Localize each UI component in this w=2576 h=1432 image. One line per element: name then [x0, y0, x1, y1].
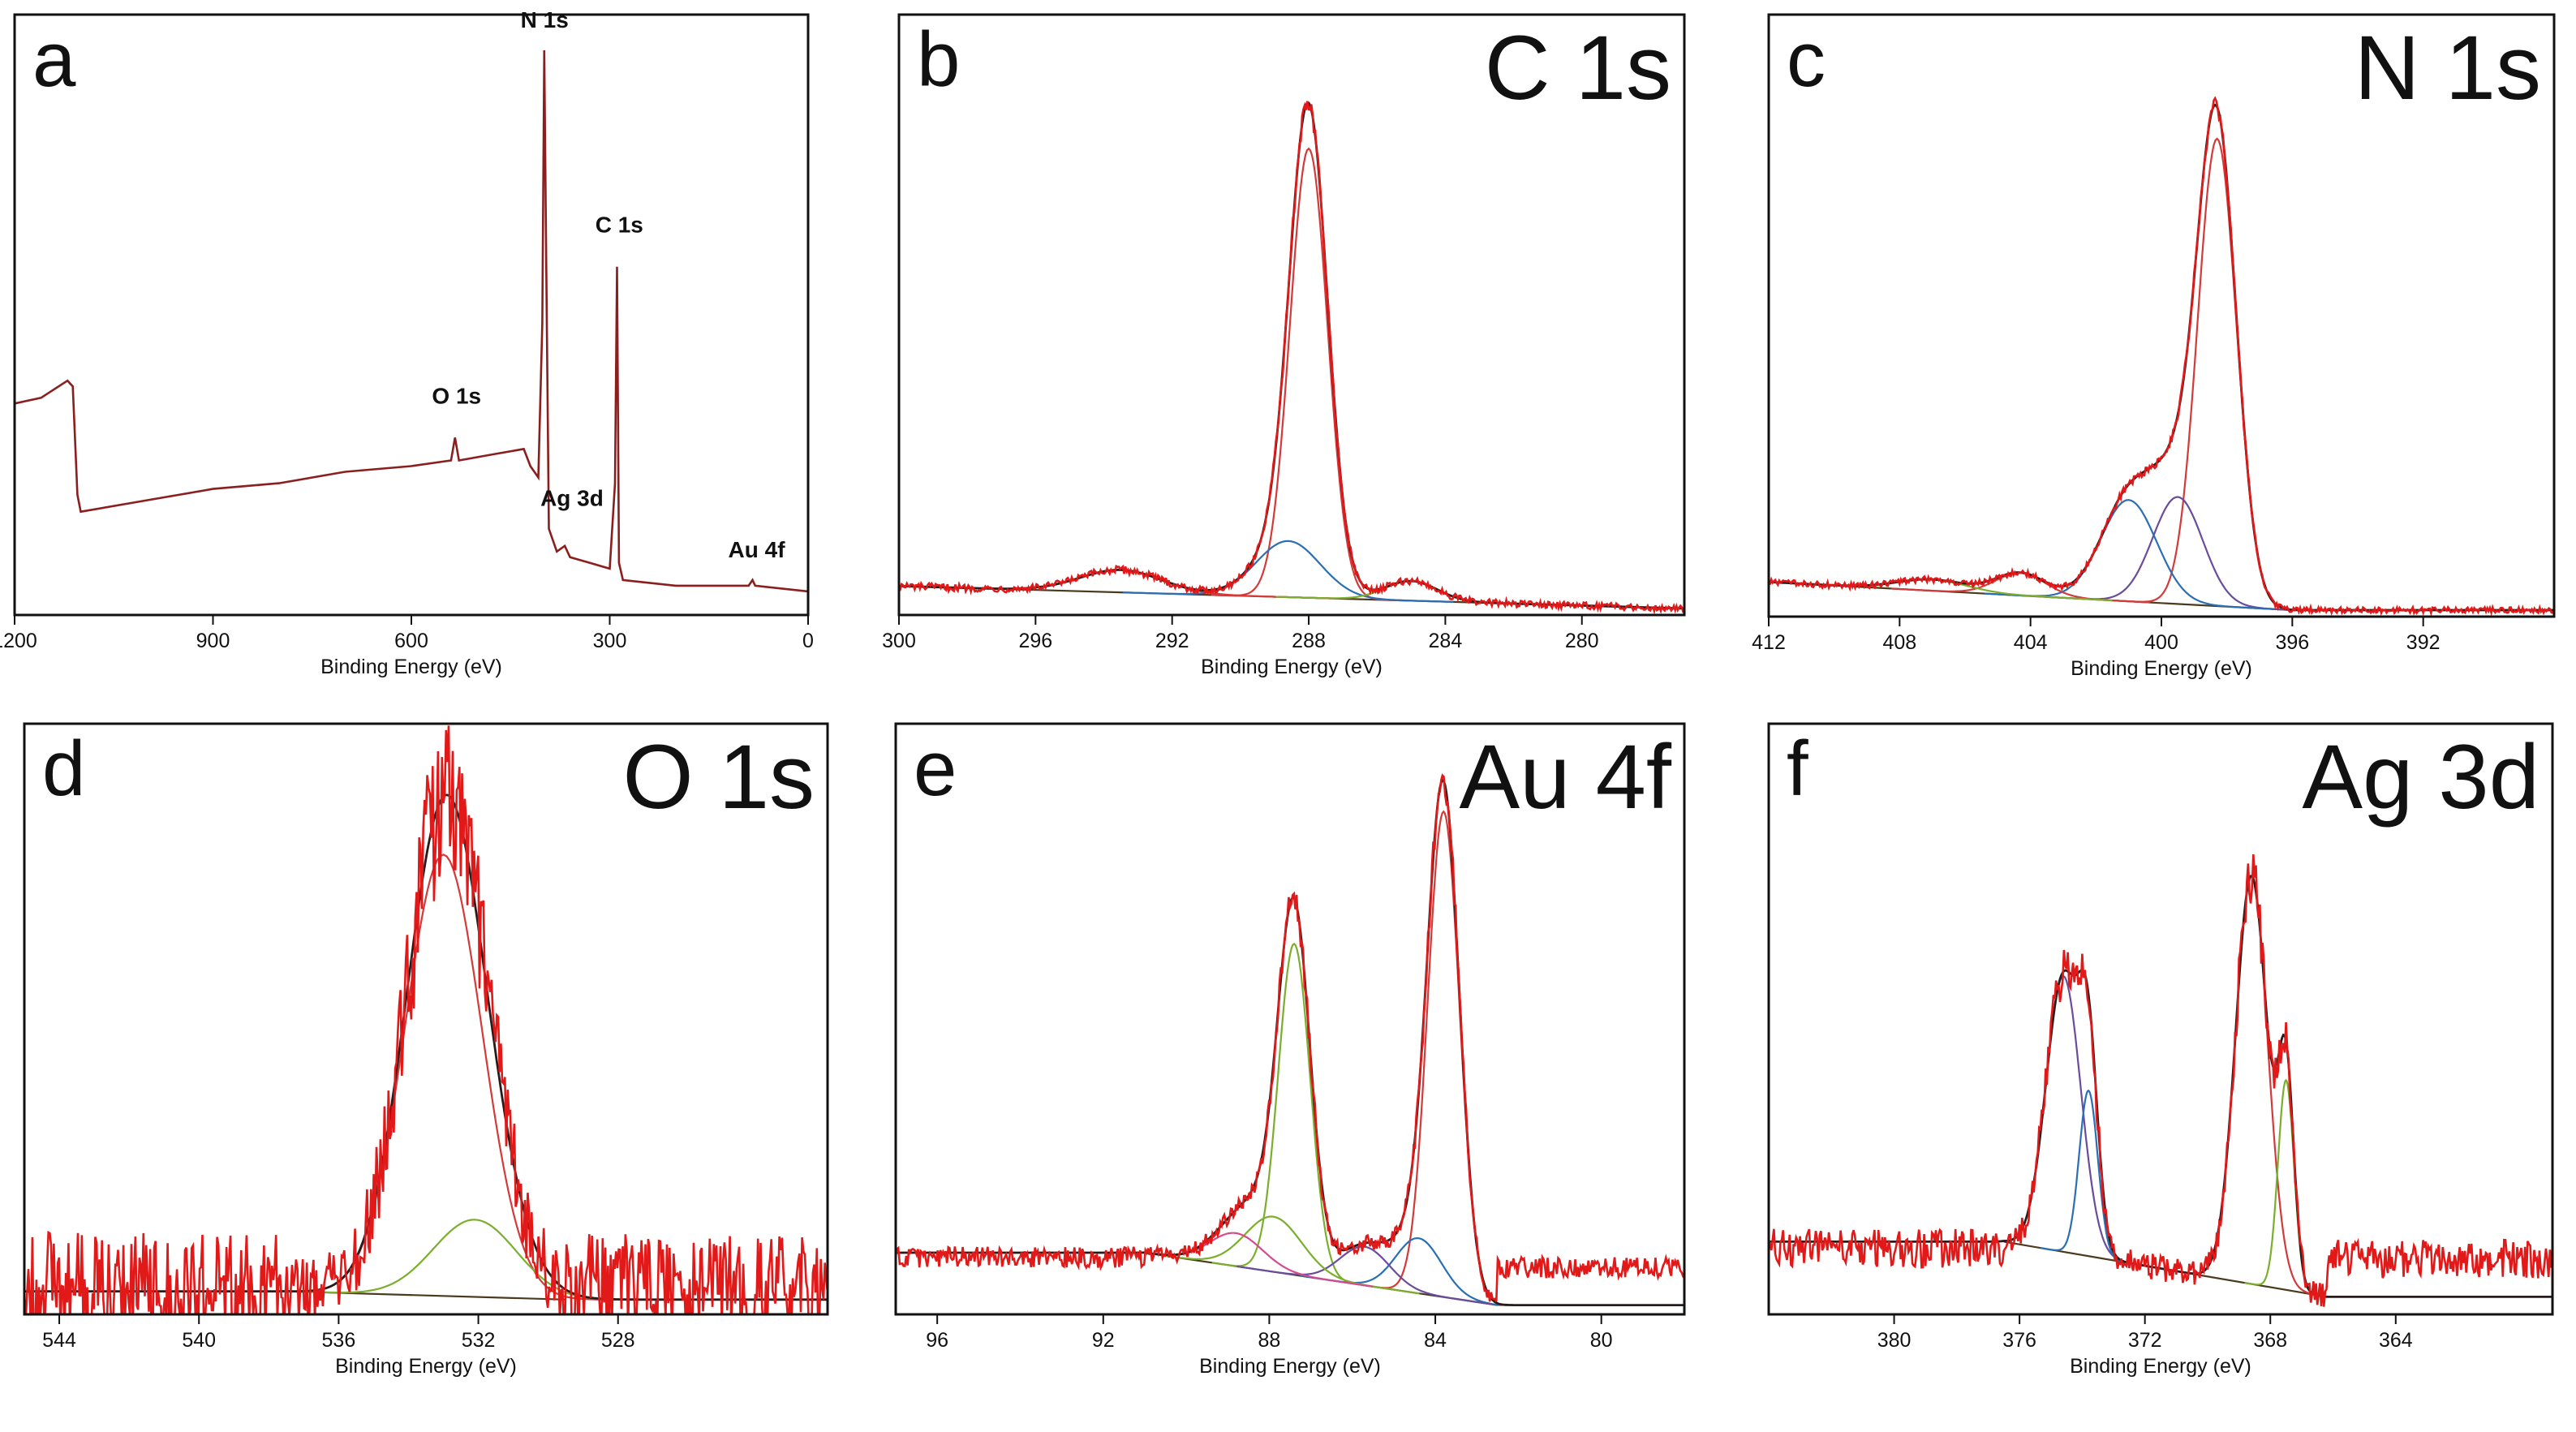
x-tick-label-380: 380 [1877, 1329, 1912, 1352]
component-peak-2 [2244, 1078, 2328, 1298]
component-peak-2 [1123, 540, 1454, 603]
x-tick-label-364: 364 [2379, 1329, 2413, 1352]
x-tick-label-404: 404 [2014, 631, 2048, 654]
panel-e: 96 92 88 84 80 Binding Energy (eV) e Au 4f [894, 722, 1686, 1378]
x-tick-label-536: 536 [322, 1329, 356, 1352]
peak-label-c-1s: C 1s [596, 213, 643, 238]
panel-letter-a: a [32, 16, 76, 103]
x-tick-label-600: 600 [394, 630, 428, 652]
peak-label-n-1s: N 1s [521, 7, 569, 32]
panel-title-e: Au 4f [1459, 726, 1671, 828]
component-peak-1 [243, 854, 643, 1301]
plot-area [15, 49, 808, 593]
peak-label-au-4f: Au 4f [729, 537, 786, 562]
component-peak-4 [1236, 1245, 1493, 1305]
panel-c: 412 408 404 400 396 392 Binding Energy (eV) c N … [1752, 13, 2556, 680]
fit-envelope-line [896, 778, 1684, 1306]
plot-area [896, 773, 1684, 1306]
peak-label-o-1s: O 1s [432, 383, 481, 408]
component-peak-4 [2040, 1089, 2137, 1266]
x-tick-label-84: 84 [1424, 1329, 1447, 1352]
x-tick-label-280: 280 [1565, 630, 1599, 652]
fit-envelope-line [24, 793, 828, 1301]
measured-data-line [24, 725, 828, 1314]
component-peak-3 [910, 569, 1331, 600]
plot-area [1769, 854, 2552, 1307]
plot-area [24, 725, 828, 1314]
x-tick-label-96: 96 [926, 1329, 948, 1352]
x-tick-label-300: 300 [593, 630, 627, 652]
plot-frame [1767, 722, 2554, 1316]
x-tick-label-80: 80 [1590, 1329, 1613, 1352]
x-tick-label-296: 296 [1018, 630, 1052, 652]
x-tick-label-368: 368 [2253, 1329, 2287, 1352]
x-tick-label-288: 288 [1292, 630, 1326, 652]
x-tick-label-408: 408 [1882, 631, 1916, 654]
plot-frame [894, 722, 1686, 1316]
panel-title-f: Ag 3d [2302, 726, 2539, 828]
x-axis-title: Binding Energy (eV) [1201, 656, 1383, 678]
x-tick-label-400: 400 [2144, 631, 2178, 654]
panel-title-b: C 1s [1485, 17, 1671, 118]
panel-a: N 1s C 1s O 1s Ag 3d Au 4f 1200 900 600 300 0 Bind… [0, 7, 814, 678]
panel-letter-c: c [1787, 16, 1826, 103]
plot-frame [13, 13, 810, 617]
panel-d: 544 540 536 532 528 Binding Energy (eV) d O 1s [23, 722, 829, 1378]
x-tick-label-376: 376 [2002, 1329, 2036, 1352]
x-axis-title: Binding Energy (eV) [2070, 1355, 2251, 1378]
survey-spectrum-line [15, 49, 808, 593]
panel-b: 300 296 292 288 284 280 Binding Energy (eV) b C … [882, 13, 1686, 678]
plot-frame [23, 722, 829, 1316]
x-tick-label-532: 532 [462, 1329, 496, 1352]
x-axis-title: Binding Energy (eV) [320, 656, 502, 678]
x-tick-label-900: 900 [196, 630, 230, 652]
x-tick-label-396: 396 [2275, 631, 2309, 654]
x-tick-label-0: 0 [802, 630, 814, 652]
fit-envelope-line [1769, 875, 2552, 1298]
component-peak-1 [2116, 137, 2318, 612]
panel-letter-f: f [1787, 725, 1808, 812]
x-tick-label-292: 292 [1155, 630, 1189, 652]
panel-title-c: N 1s [2355, 17, 2541, 118]
panel-letter-e: e [914, 725, 957, 812]
x-tick-label-92: 92 [1092, 1329, 1115, 1352]
measured-data-line [1769, 854, 2552, 1307]
component-peak-1 [1361, 810, 1526, 1306]
peak-label-ag-3d: Ag 3d [540, 486, 604, 511]
component-peak-1 [1211, 147, 1407, 602]
x-tick-label-372: 372 [2128, 1329, 2162, 1352]
plot-frame [897, 13, 1686, 617]
x-tick-label-284: 284 [1429, 630, 1463, 652]
component-peak-3 [1973, 974, 2153, 1268]
x-tick-label-88: 88 [1258, 1329, 1281, 1352]
panel-title-d: O 1s [622, 726, 815, 828]
x-tick-label-300: 300 [882, 630, 916, 652]
measured-data-line [896, 773, 1684, 1302]
measured-data-line [1769, 96, 2554, 617]
x-axis-title: Binding Energy (eV) [1199, 1355, 1381, 1378]
plot-area [1769, 96, 2554, 617]
x-tick-label-412: 412 [1752, 631, 1786, 654]
x-tick-label-1200: 1200 [0, 630, 37, 652]
measured-data-line [899, 101, 1684, 615]
component-peak-1 [2168, 874, 2335, 1298]
x-axis-title: Binding Energy (eV) [335, 1355, 517, 1378]
x-tick-label-544: 544 [42, 1329, 76, 1352]
component-peak-2 [1211, 942, 1377, 1288]
x-tick-label-528: 528 [601, 1329, 635, 1352]
panel-letter-d: d [42, 725, 85, 812]
fit-envelope-line [899, 101, 1684, 610]
x-axis-title: Binding Energy (eV) [2071, 657, 2252, 680]
x-tick-label-392: 392 [2406, 631, 2441, 654]
panel-letter-b: b [917, 16, 960, 103]
x-tick-label-540: 540 [182, 1329, 216, 1352]
plot-area [899, 101, 1684, 615]
panel-f: 380 376 372 368 364 Binding Energy (eV) f Ag 3d [1767, 722, 2554, 1378]
fit-envelope-line [1769, 103, 2554, 612]
